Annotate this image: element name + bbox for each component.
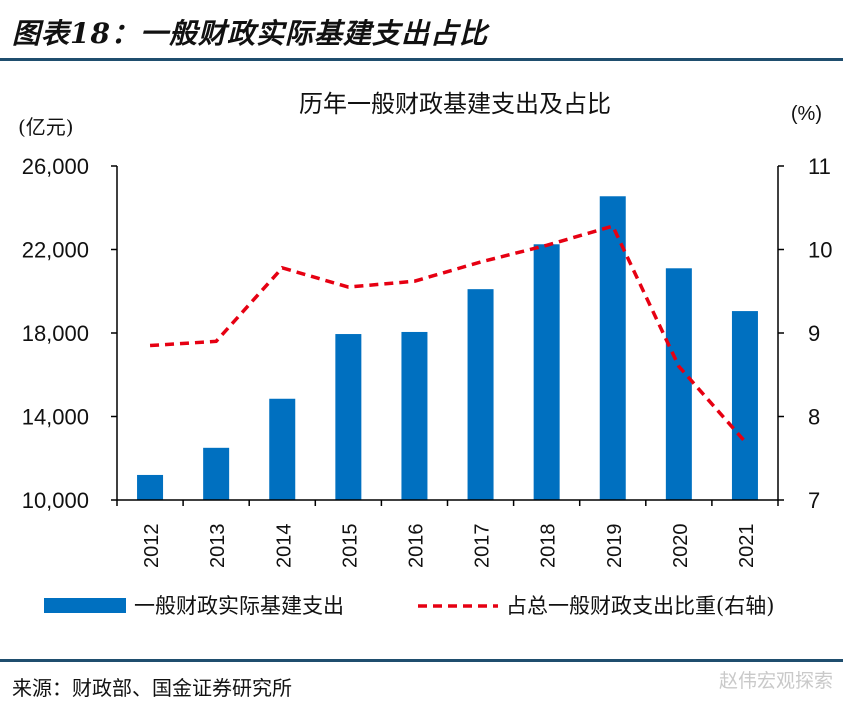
- right-axis-unit: (%): [791, 103, 822, 125]
- legend-bar-swatch: [44, 598, 126, 613]
- right-tick-label: 7: [808, 488, 820, 513]
- x-tick-label: 2020: [670, 524, 692, 569]
- right-tick-label: 8: [808, 405, 820, 430]
- watermark: 赵伟宏观探索: [718, 670, 833, 692]
- figure-title: 图表18：一般财政实际基建支出占比: [12, 17, 488, 50]
- bar-2014: [269, 398, 296, 500]
- x-tick-label: 2021: [736, 524, 758, 569]
- right-tick-label: 11: [808, 154, 831, 179]
- bottom-divider: [0, 659, 843, 662]
- bar-2018: [533, 244, 560, 500]
- chart: 历年一般财政基建支出及占比 (亿元) (%) 10,000 14,000 18,00…: [18, 90, 832, 618]
- left-tick-label: 14,000: [22, 405, 89, 430]
- bar-2021: [731, 311, 758, 500]
- chart-title: 历年一般财政基建支出及占比: [299, 90, 611, 118]
- bar-2017: [467, 289, 494, 500]
- bar-2020: [665, 268, 692, 500]
- left-tick-label: 18,000: [22, 321, 89, 346]
- left-tick-label: 10,000: [22, 488, 89, 513]
- x-tick-label: 2017: [472, 524, 494, 569]
- x-tick-label: 2015: [339, 524, 361, 569]
- bar-2015: [335, 334, 362, 500]
- bar-2019: [599, 196, 626, 501]
- top-divider: [0, 58, 843, 61]
- left-tick-label: 22,000: [22, 238, 89, 263]
- x-tick-label: 2012: [141, 524, 163, 569]
- source-note: 来源：财政部、国金证券研究所: [12, 676, 292, 700]
- bar-2016: [401, 331, 428, 500]
- left-tick-label: 26,000: [22, 154, 89, 179]
- right-tick-label: 9: [808, 321, 820, 346]
- x-tick-label: 2019: [604, 524, 626, 569]
- right-tick-label: 10: [808, 238, 832, 263]
- x-tick-label: 2013: [207, 524, 229, 569]
- line-series: [149, 224, 747, 443]
- bar-2013: [203, 447, 230, 500]
- bar-2012: [137, 474, 164, 500]
- legend-line-label: 占总一般财政支出比重(右轴): [506, 594, 774, 618]
- x-tick-label: 2016: [405, 524, 427, 569]
- x-tick-label: 2018: [538, 524, 560, 569]
- left-axis-unit: (亿元): [18, 115, 74, 139]
- x-tick-label: 2014: [273, 524, 295, 569]
- legend-bar-label: 一般财政实际基建支出: [134, 594, 344, 618]
